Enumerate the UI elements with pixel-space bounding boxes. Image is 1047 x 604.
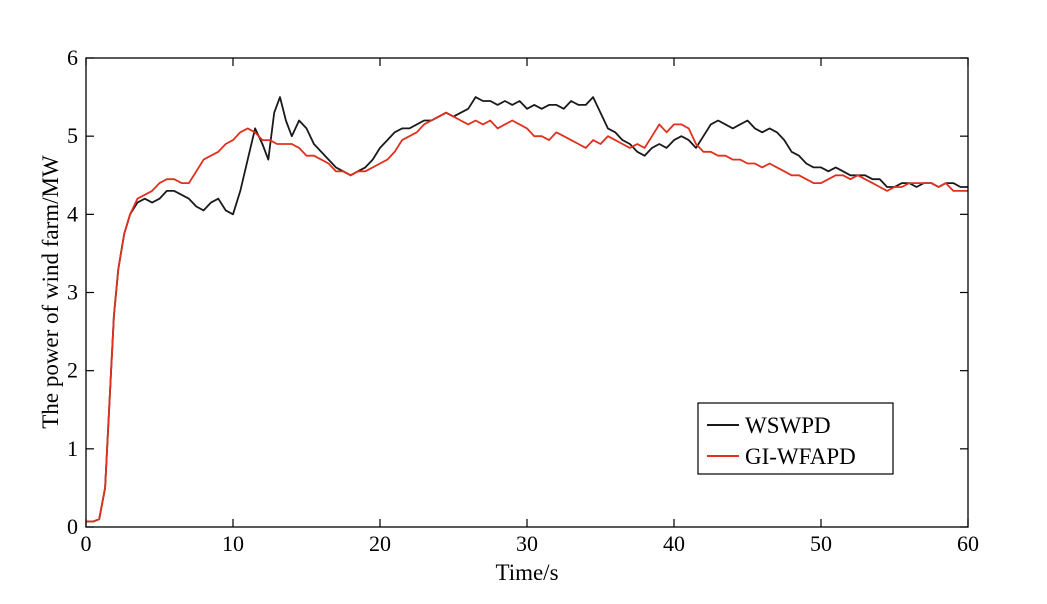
series-line-gi-wfapd [86,111,968,523]
y-tick-label: 5 [67,123,78,148]
x-tick-label: 30 [516,531,538,556]
y-tick-label: 0 [67,514,78,539]
y-tick-label: 3 [67,280,78,305]
y-tick-label: 2 [67,358,78,383]
x-tick-label: 40 [663,531,685,556]
x-tick-label: 0 [81,531,92,556]
series-layer [86,96,968,523]
x-tick-label: 50 [810,531,832,556]
axis-ticks: 0 10 20 30 40 50 60 0 1 2 3 4 5 6 [67,45,979,556]
y-tick-label: 1 [67,436,78,461]
x-axis-label: Time/s [495,560,558,585]
legend-label-gi-wfapd: GI-WFAPD [745,444,856,469]
legend-label-wswpd: WSWPD [745,413,831,438]
x-tick-label: 60 [957,531,979,556]
legend: WSWPD GI-WFAPD [697,402,894,475]
series-line-wswpd [86,96,968,523]
y-axis-label: The power of wind farm/MW [38,155,63,429]
plot-frame [85,57,969,528]
legend-box [697,402,894,475]
x-tick-label: 20 [369,531,391,556]
y-tick-label: 6 [67,45,78,70]
y-tick-label: 4 [67,201,78,226]
x-tick-label: 10 [222,531,244,556]
